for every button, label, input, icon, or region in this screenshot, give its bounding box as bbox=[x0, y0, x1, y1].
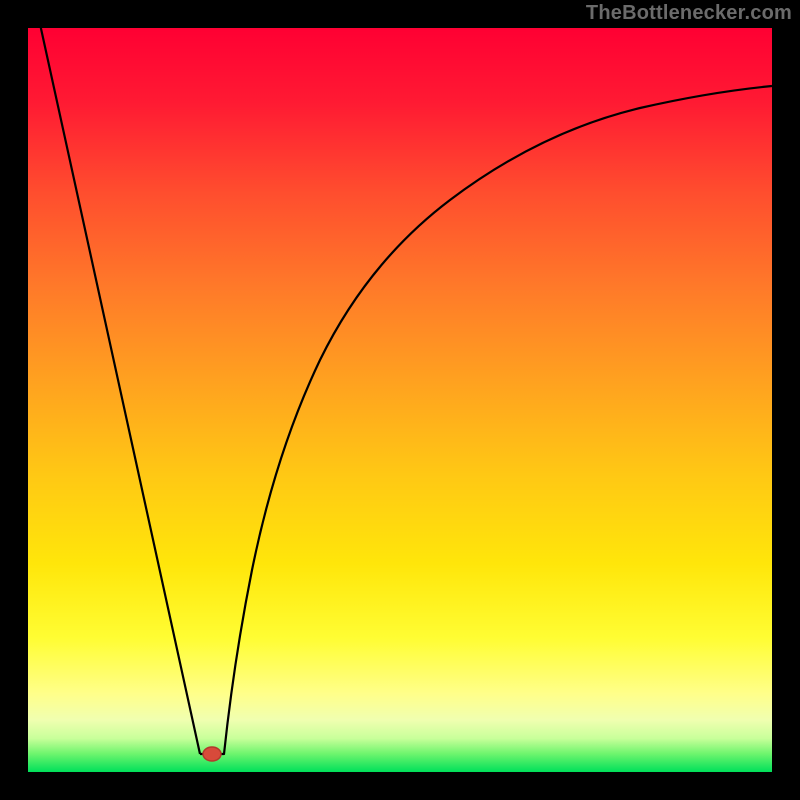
plot-background bbox=[28, 28, 772, 772]
optimal-point-marker bbox=[203, 747, 221, 761]
watermark-text: TheBottlenecker.com bbox=[586, 2, 792, 25]
chart-container: TheBottlenecker.com bbox=[0, 0, 800, 800]
chart-svg bbox=[0, 0, 800, 800]
